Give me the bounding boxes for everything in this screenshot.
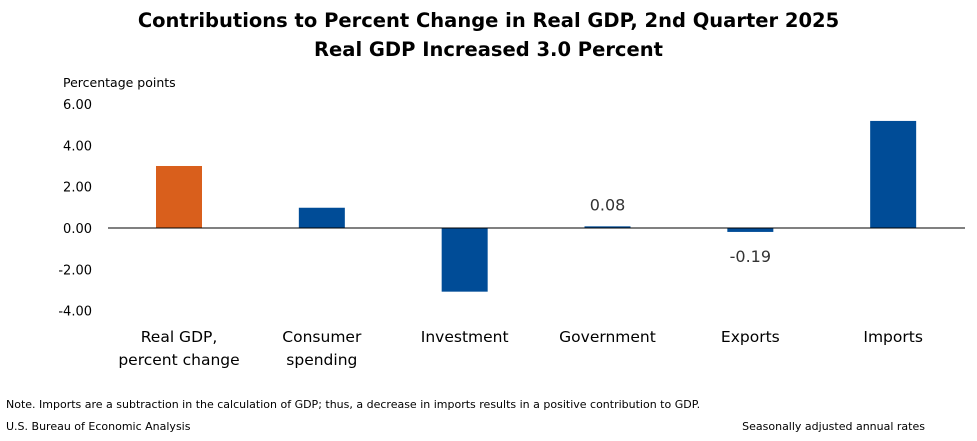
x-category-label: Government (559, 328, 656, 346)
y-tick-label: -2.00 (58, 263, 92, 278)
chart-subtitle: Real GDP Increased 3.0 Percent (314, 38, 663, 61)
y-tick-label: -4.00 (58, 305, 92, 320)
y-tick-label: 4.00 (63, 139, 92, 154)
data-label: -0.19 (730, 247, 771, 266)
x-category-label: Consumer (282, 328, 362, 346)
y-tick-label: 2.00 (63, 181, 92, 196)
y-tick-label: 0.00 (63, 222, 92, 237)
footnote: Note. Imports are a subtraction in the c… (6, 398, 701, 411)
y-axis-label: Percentage points (63, 75, 176, 90)
bar-2 (441, 228, 488, 292)
x-category-label: Real GDP, (141, 328, 218, 346)
x-category-label: Imports (863, 328, 923, 346)
rates-label: Seasonally adjusted annual rates (742, 420, 925, 433)
bar-1 (298, 207, 345, 228)
x-category-label: percent change (118, 351, 239, 369)
data-label: 0.08 (590, 195, 626, 214)
bar-4 (727, 228, 774, 232)
bar-5 (870, 120, 917, 228)
x-category-label: Exports (721, 328, 780, 346)
y-tick-label: 6.00 (63, 98, 92, 113)
bar-chart: Percentage points 6.00 4.00 2.00 0.00 -2.00 -4… (58, 75, 965, 369)
x-category-label: Investment (421, 328, 509, 346)
bar-3 (584, 226, 631, 228)
bar-0 (156, 165, 202, 228)
chart-title: Contributions to Percent Change in Real … (137, 9, 840, 32)
source-label: U.S. Bureau of Economic Analysis (6, 420, 191, 433)
x-category-label: spending (286, 351, 357, 369)
